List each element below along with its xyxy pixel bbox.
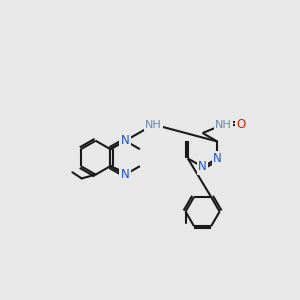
- Text: N: N: [121, 168, 130, 181]
- Text: N: N: [213, 152, 222, 165]
- Text: N: N: [198, 160, 207, 173]
- Text: O: O: [237, 118, 246, 131]
- Text: NH: NH: [146, 119, 162, 130]
- Text: N: N: [121, 134, 130, 147]
- Text: NH: NH: [215, 119, 232, 130]
